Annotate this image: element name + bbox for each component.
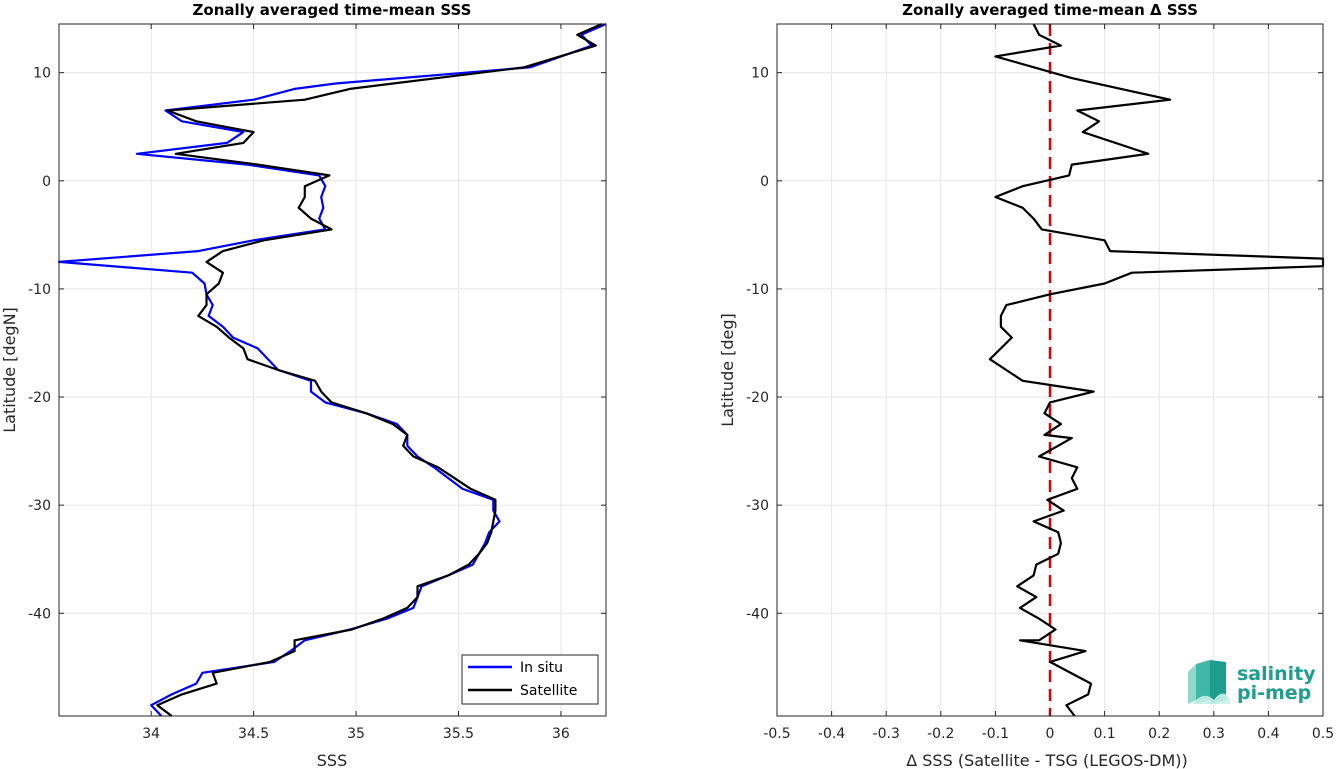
legend-satellite-label: Satellite	[520, 683, 577, 699]
sss-ylabel: Latitude [degN]	[0, 307, 19, 433]
delta-sss-xtick-label: -0.3	[873, 726, 900, 742]
logo-wave-2	[1196, 660, 1210, 704]
delta-sss-ticks: -0.5 -0.4 -0.3 -0.2 -0.1 0 0.1 0.2 0.3 0.4 0.5 10 0 -…	[746, 24, 1334, 742]
delta-sss-panel: Zonally averaged time-mean Δ SSS -0.5 -0.…	[718, 1, 1334, 769]
delta-sss-xtick-label: 0.4	[1257, 726, 1279, 742]
delta-sss-ytick-label: 10	[751, 66, 769, 82]
delta-sss-ytick-label: -20	[746, 390, 769, 406]
sss-xtick-label: 35	[347, 726, 365, 742]
delta-sss-xtick-label: -0.4	[818, 726, 845, 742]
logo-wave-1	[1188, 664, 1196, 704]
sss-ticks: 34 34.5 35 35.5 36 10 0 -10 -20 -30 -40	[28, 24, 606, 742]
sss-xtick-label: 34	[142, 726, 160, 742]
delta-sss-ytick-label: -40	[746, 606, 769, 622]
delta-sss-xtick-label: 0.1	[1093, 726, 1115, 742]
delta-sss-line-series-0	[988, 23, 1325, 717]
sss-line-in-situ	[57, 22, 607, 717]
delta-sss-xtick-label: 0	[1046, 726, 1055, 742]
sss-ytick-label: 0	[42, 174, 51, 190]
sss-ytick-label: 10	[33, 66, 51, 82]
legend-box	[461, 654, 599, 705]
delta-sss-ytick-label: 0	[760, 174, 769, 190]
logo-text-pi-mep: pi-mep	[1237, 682, 1311, 704]
legend-in-situ-label: In situ	[520, 660, 563, 676]
delta-sss-xtick-label: -0.5	[763, 726, 790, 742]
sss-panel: Zonally averaged time-mean SSS 34 34.5 35 3…	[0, 1, 607, 769]
delta-sss-title: Zonally averaged time-mean Δ SSS	[902, 1, 1198, 19]
sss-ytick-label: -30	[28, 498, 51, 514]
sss-title: Zonally averaged time-mean SSS	[193, 1, 472, 19]
sss-ytick-label: -20	[28, 390, 51, 406]
delta-sss-xtick-label: 0.3	[1203, 726, 1225, 742]
sss-line-satellite	[156, 22, 603, 717]
delta-sss-ytick-label: -10	[746, 282, 769, 298]
delta-sss-xtick-label: -0.2	[927, 726, 954, 742]
sss-xlabel: SSS	[317, 751, 347, 769]
sss-grid	[59, 24, 606, 716]
delta-sss-series	[988, 23, 1325, 717]
delta-sss-ytick-label: -30	[746, 498, 769, 514]
logo-text-salinity: salinity	[1237, 663, 1316, 685]
delta-sss-xtick-label: 0.5	[1312, 726, 1334, 742]
delta-sss-xtick-label: -0.1	[982, 726, 1009, 742]
sss-xtick-label: 34.5	[238, 726, 269, 742]
logo-wave-3	[1210, 660, 1226, 704]
sss-ytick-label: -40	[28, 606, 51, 622]
salinity-pi-mep-logo: salinity pi-mep	[1188, 660, 1316, 704]
sss-ytick-label: -10	[28, 282, 51, 298]
delta-sss-xtick-label: 0.2	[1148, 726, 1170, 742]
legend: In situ Satellite	[461, 654, 599, 705]
sss-xtick-label: 35.5	[443, 726, 474, 742]
delta-sss-xlabel: Δ SSS (Satellite - TSG (LEGOS-DM))	[906, 751, 1188, 769]
logo-wave-4	[1192, 693, 1230, 704]
sss-series	[57, 22, 607, 717]
sss-axes-box	[58, 23, 607, 717]
sss-xtick-label: 36	[552, 726, 570, 742]
delta-sss-ylabel: Latitude [deg]	[718, 313, 737, 427]
